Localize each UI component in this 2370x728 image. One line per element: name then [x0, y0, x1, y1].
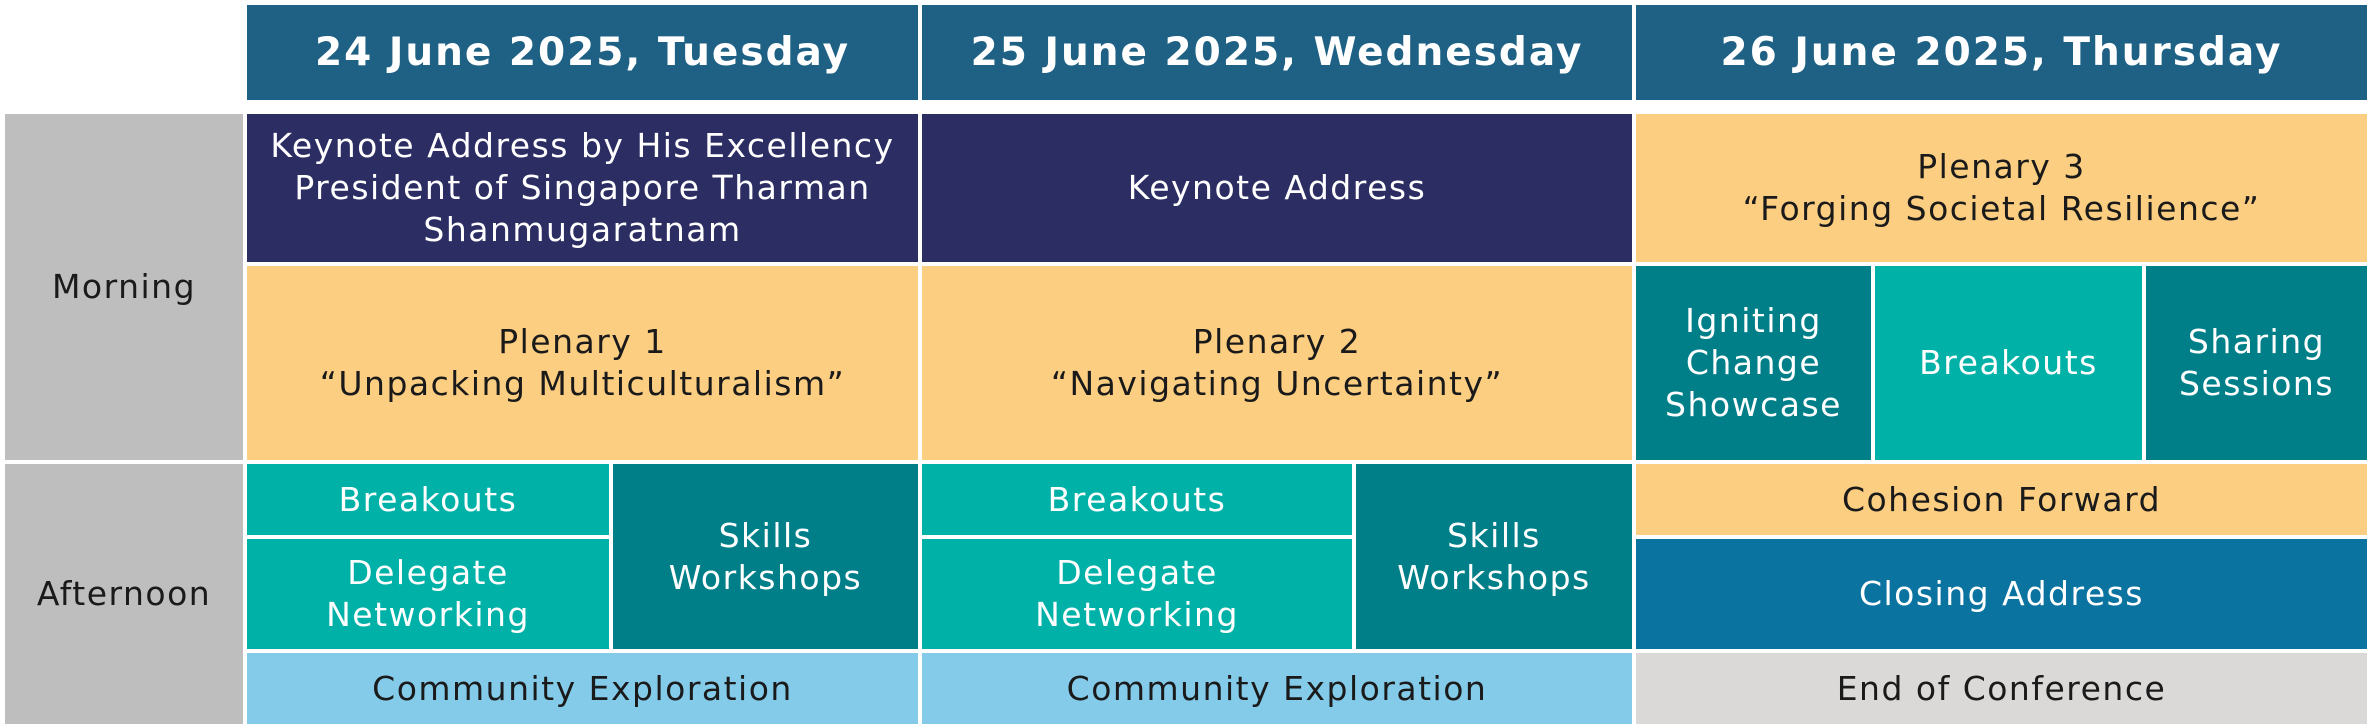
- day-header-tuesday: 24 June 2025, Tuesday: [247, 5, 918, 100]
- day2-breakouts: Breakouts: [922, 464, 1352, 535]
- day-header-thursday: 26 June 2025, Thursday: [1636, 5, 2367, 100]
- day2-community-exploration: Community Exploration: [922, 653, 1632, 724]
- day3-breakouts: Breakouts: [1875, 266, 2142, 460]
- day1-community-exploration: Community Exploration: [247, 653, 918, 724]
- day3-showcase-line-2: Change: [1685, 343, 1822, 383]
- day3-closing-address: Closing Address: [1636, 539, 2367, 649]
- day-header-wednesday: 25 June 2025, Wednesday: [922, 5, 1632, 100]
- day1-skills-workshops: Skills Workshops: [613, 464, 918, 649]
- day3-sharing-sessions: Sharing Sessions: [2146, 266, 2367, 460]
- day2-workshops-line-2: Workshops: [1397, 557, 1591, 597]
- day3-plenary-title: Plenary 3: [1917, 147, 2086, 187]
- day1-keynote-line-1: Keynote Address by His Excellency: [270, 126, 895, 166]
- day2-delegate-networking: Delegate Networking: [922, 539, 1352, 649]
- day3-sharing-line-1: Sharing: [2187, 322, 2326, 362]
- day3-igniting-change-showcase: Igniting Change Showcase: [1636, 266, 1871, 460]
- day1-keynote-line-2: President of Singapore Tharman: [294, 168, 871, 208]
- day1-keynote-address: Keynote Address by His Excellency Presid…: [247, 114, 918, 262]
- day2-keynote-address: Keynote Address: [922, 114, 1632, 262]
- day1-networking-line-2: Networking: [326, 595, 530, 634]
- day1-workshops-line-2: Workshops: [668, 557, 863, 597]
- day1-networking-line-1: Delegate: [347, 553, 509, 593]
- day2-skills-workshops: Skills Workshops: [1356, 464, 1632, 649]
- day1-workshops-line-1: Skills: [718, 515, 813, 555]
- day3-showcase-line-3: Showcase: [1665, 384, 1842, 424]
- day3-plenary-subtitle: “Forging Societal Resilience”: [1742, 189, 2261, 228]
- day1-plenary-subtitle: “Unpacking Multiculturalism”: [319, 364, 846, 403]
- day3-showcase-line-1: Igniting: [1685, 301, 1822, 341]
- day3-sharing-line-2: Sessions: [2178, 364, 2335, 403]
- period-afternoon: Afternoon: [5, 464, 243, 724]
- day2-workshops-line-1: Skills: [1447, 515, 1541, 555]
- day1-delegate-networking: Delegate Networking: [247, 539, 609, 649]
- day3-cohesion-forward: Cohesion Forward: [1636, 464, 2367, 535]
- day2-networking-line-2: Networking: [1035, 595, 1239, 634]
- day2-plenary-title: Plenary 2: [1192, 322, 1362, 362]
- period-morning: Morning: [5, 114, 243, 460]
- day1-plenary-title: Plenary 1: [498, 322, 667, 362]
- day1-keynote-line-3: Shanmugaratnam: [423, 209, 742, 249]
- day3-plenary-3: Plenary 3 “Forging Societal Resilience”: [1636, 114, 2367, 262]
- day1-plenary-1: Plenary 1 “Unpacking Multiculturalism”: [247, 266, 918, 460]
- day1-breakouts: Breakouts: [247, 464, 609, 535]
- day2-plenary-2: Plenary 2 “Navigating Uncertainty”: [922, 266, 1632, 460]
- day2-networking-line-1: Delegate: [1056, 553, 1218, 593]
- day2-plenary-subtitle: “Navigating Uncertainty”: [1050, 364, 1504, 403]
- day3-end-of-conference: End of Conference: [1636, 653, 2367, 724]
